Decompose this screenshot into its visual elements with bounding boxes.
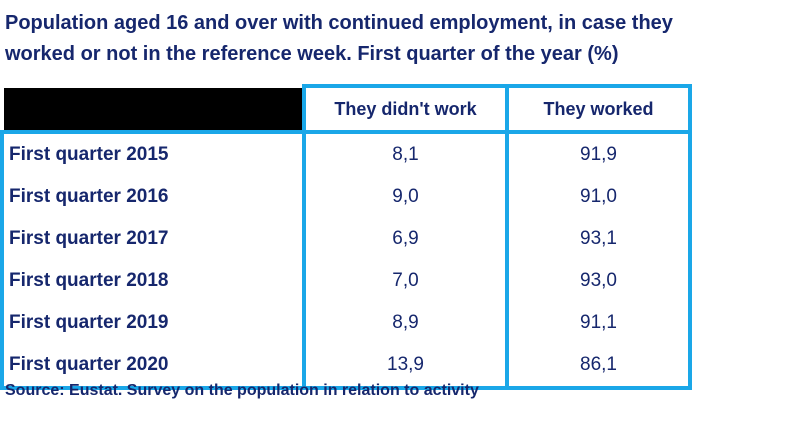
value-worked: 91,0 (505, 176, 692, 218)
table-row: First quarter 2019 8,9 91,1 (0, 302, 692, 344)
row-label: First quarter 2018 (0, 260, 306, 302)
row-label: First quarter 2019 (0, 302, 306, 344)
value-didnt-work: 8,9 (302, 302, 509, 344)
header-row: They didn't work They worked (0, 84, 692, 134)
table-row: First quarter 2020 13,9 86,1 (0, 344, 692, 390)
row-label: First quarter 2015 (0, 132, 306, 176)
value-worked: 93,1 (505, 218, 692, 260)
value-didnt-work: 6,9 (302, 218, 509, 260)
data-table: They didn't work They worked First quart… (0, 84, 692, 390)
value-didnt-work: 13,9 (302, 344, 509, 390)
table-row: First quarter 2018 7,0 93,0 (0, 260, 692, 302)
value-didnt-work: 9,0 (302, 176, 509, 218)
value-worked: 91,1 (505, 302, 692, 344)
row-label: First quarter 2017 (0, 218, 306, 260)
value-didnt-work: 7,0 (302, 260, 509, 302)
column-header-didnt-work: They didn't work (302, 84, 509, 134)
table-row: First quarter 2016 9,0 91,0 (0, 176, 692, 218)
row-label: First quarter 2016 (0, 176, 306, 218)
source-attribution: Source: Eustat. Survey on the population… (5, 382, 479, 399)
column-header-worked: They worked (505, 84, 692, 134)
value-didnt-work: 8,1 (302, 132, 509, 176)
table-row: First quarter 2017 6,9 93,1 (0, 218, 692, 260)
row-label: First quarter 2020 (0, 344, 306, 390)
value-worked: 91,9 (505, 132, 692, 176)
table-row: First quarter 2015 8,1 91,9 (0, 132, 692, 176)
corner-cell (0, 84, 306, 134)
value-worked: 86,1 (505, 344, 692, 390)
value-worked: 93,0 (505, 260, 692, 302)
chart-title: Population aged 16 and over with continu… (5, 12, 673, 65)
